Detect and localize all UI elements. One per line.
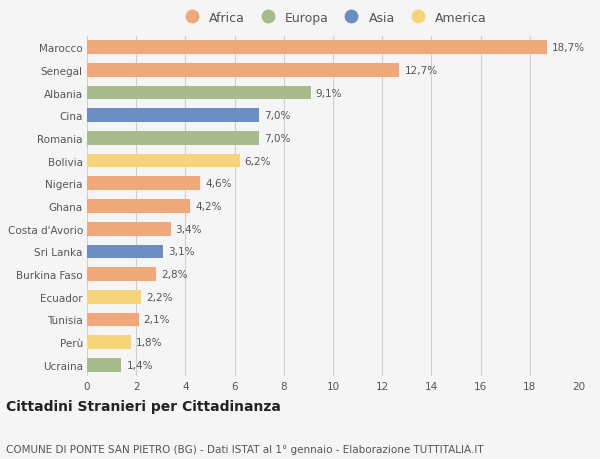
Bar [87, 155, 239, 168]
Text: 4,6%: 4,6% [205, 179, 232, 189]
Text: 2,1%: 2,1% [143, 315, 170, 325]
Text: COMUNE DI PONTE SAN PIETRO (BG) - Dati ISTAT al 1° gennaio - Elaborazione TUTTIT: COMUNE DI PONTE SAN PIETRO (BG) - Dati I… [6, 444, 484, 454]
Legend: Africa, Europa, Asia, America: Africa, Europa, Asia, America [176, 9, 490, 27]
Text: 1,8%: 1,8% [136, 337, 163, 347]
Bar [87, 64, 400, 78]
Text: Cittadini Stranieri per Cittadinanza: Cittadini Stranieri per Cittadinanza [6, 399, 281, 413]
Text: 3,4%: 3,4% [176, 224, 202, 234]
Text: 2,2%: 2,2% [146, 292, 173, 302]
Text: 9,1%: 9,1% [316, 88, 342, 98]
Bar [87, 200, 190, 213]
Bar [87, 177, 200, 190]
Bar [87, 313, 139, 326]
Bar [87, 132, 259, 146]
Bar [87, 336, 131, 349]
Text: 4,2%: 4,2% [195, 202, 222, 212]
Bar [87, 358, 121, 372]
Text: 2,8%: 2,8% [161, 269, 187, 280]
Bar [87, 291, 141, 304]
Text: 12,7%: 12,7% [404, 66, 437, 76]
Bar [87, 223, 170, 236]
Text: 7,0%: 7,0% [264, 111, 290, 121]
Text: 6,2%: 6,2% [244, 156, 271, 166]
Bar [87, 245, 163, 258]
Bar [87, 109, 259, 123]
Bar [87, 268, 156, 281]
Text: 18,7%: 18,7% [552, 43, 585, 53]
Text: 1,4%: 1,4% [127, 360, 153, 370]
Text: 3,1%: 3,1% [168, 247, 194, 257]
Text: 7,0%: 7,0% [264, 134, 290, 144]
Bar [87, 87, 311, 100]
Bar [87, 41, 547, 55]
